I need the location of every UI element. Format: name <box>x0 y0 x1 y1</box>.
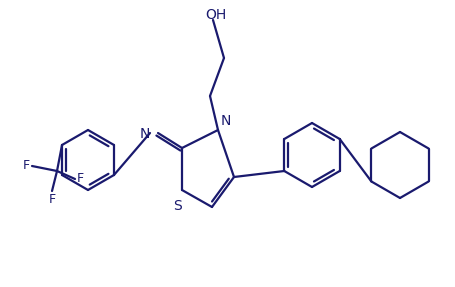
Text: S: S <box>173 199 182 213</box>
Text: OH: OH <box>205 8 226 22</box>
Text: F: F <box>48 193 56 206</box>
Text: F: F <box>23 160 30 172</box>
Text: N: N <box>221 114 231 128</box>
Text: F: F <box>77 172 84 185</box>
Text: N: N <box>139 127 150 141</box>
